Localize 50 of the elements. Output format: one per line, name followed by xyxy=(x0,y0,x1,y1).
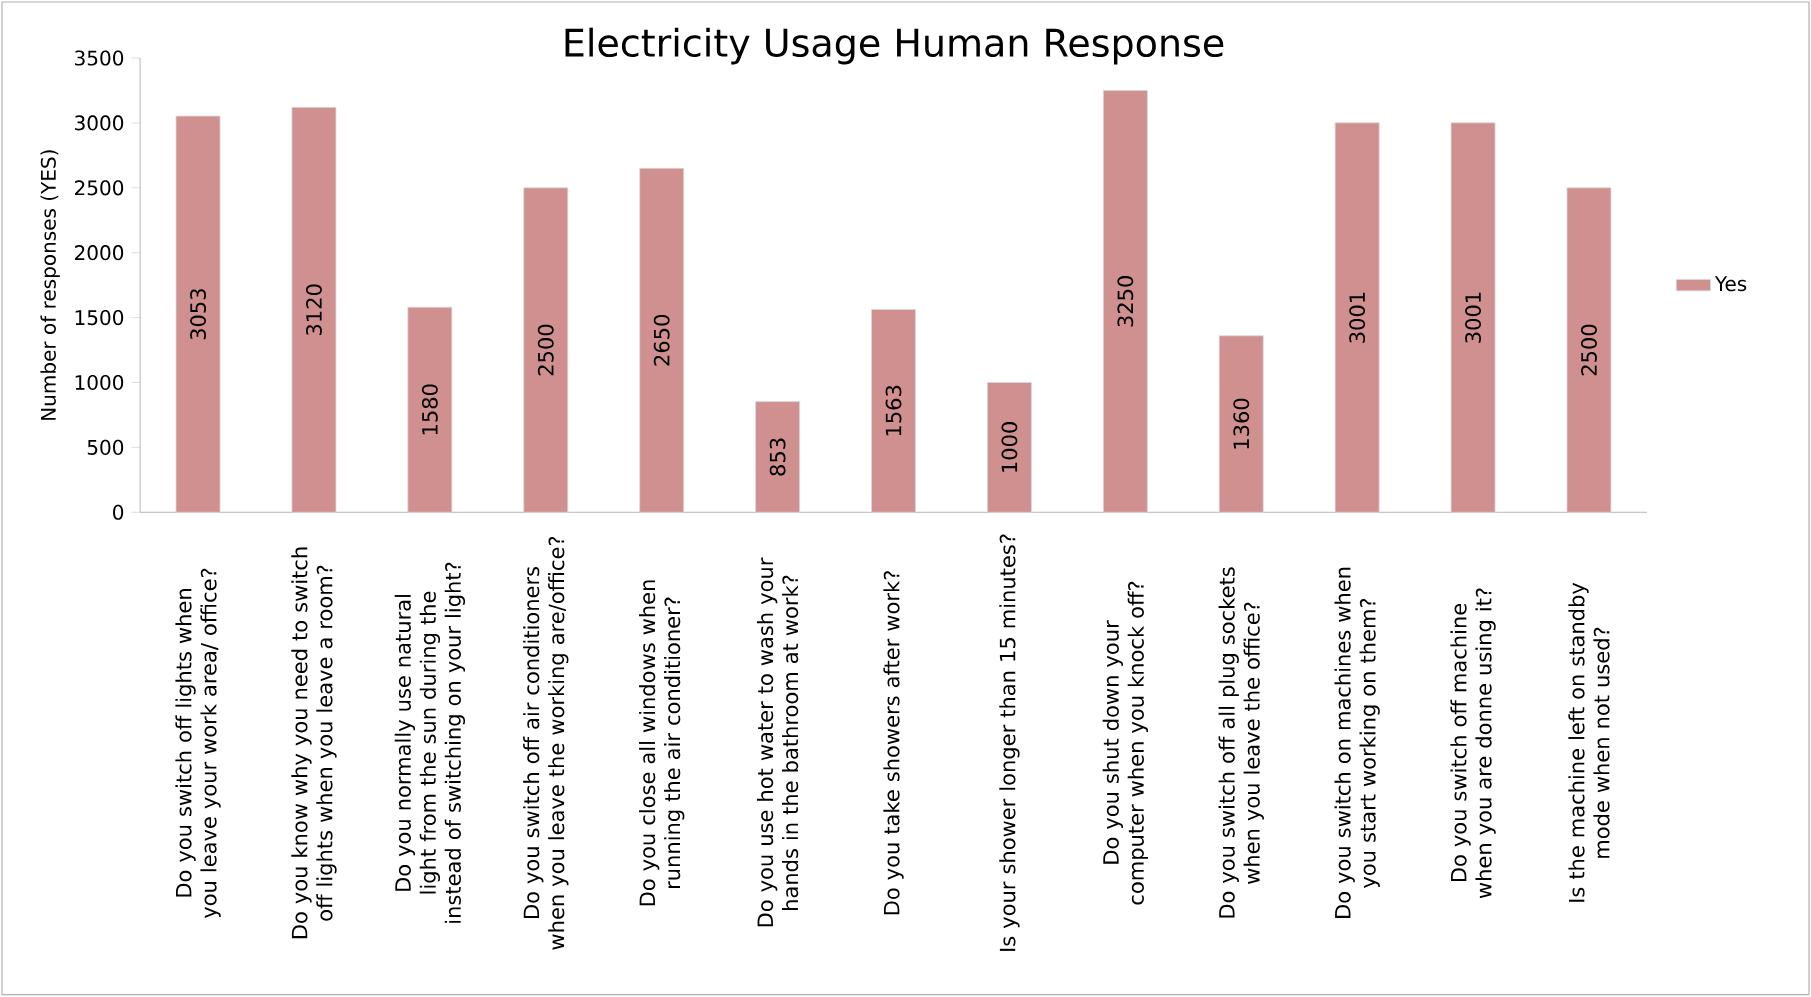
bar xyxy=(407,307,453,513)
bar xyxy=(523,187,569,513)
data-label: 2650 xyxy=(653,315,670,366)
x-tick-label: Do you take showers after work? xyxy=(883,571,904,915)
data-label: 1360 xyxy=(1233,398,1250,449)
bar xyxy=(639,168,685,513)
y-tick-label: 3500 xyxy=(75,50,124,66)
bar xyxy=(291,107,337,513)
x-tick-label: Do you switch off air conditioners when you leave the working are/office? xyxy=(523,537,569,950)
x-tick-label: Do you switch off lights when you leave your work area/ office? xyxy=(175,568,221,919)
x-tick-label: Do you switch off machine when you are donne using it? xyxy=(1450,588,1496,899)
data-label: 3001 xyxy=(1349,292,1366,343)
data-label: 3250 xyxy=(1117,276,1134,327)
x-tick-label: Do you normally use natural light from the sun during the instead of switching on your light? xyxy=(394,562,466,923)
x-tick-label: Do you shut down your computer when you knock off? xyxy=(1102,582,1148,905)
y-tick-label: 2000 xyxy=(75,245,124,261)
bar xyxy=(175,115,221,513)
data-label: 1580 xyxy=(421,384,438,435)
data-label: 3120 xyxy=(306,284,322,336)
bar xyxy=(1102,90,1148,513)
y-tick-label: 500 xyxy=(87,440,124,456)
x-tick-label: Do you close all windows when running the air conditioner? xyxy=(639,580,685,906)
data-label: 3053 xyxy=(190,289,206,340)
data-label: 1000 xyxy=(1001,422,1018,473)
x-tick-label: Is your shower longer than 15 minutes? xyxy=(999,534,1020,952)
bar xyxy=(987,382,1032,513)
data-label: 1563 xyxy=(885,386,902,436)
x-tick-label: Do you know why you need to switch off lights when you leave a room? xyxy=(291,547,337,939)
data-label: 3001 xyxy=(1465,292,1481,343)
bar xyxy=(1334,122,1380,513)
data-label: 2500 xyxy=(537,324,554,376)
bar xyxy=(1450,122,1496,513)
bar xyxy=(1566,187,1612,513)
x-tick-label: Do you use hot water to wash your hands in the bathroom at work? xyxy=(756,557,799,927)
x-tick-label: Do you switch on machines when you start working on them? xyxy=(1334,568,1380,919)
bar xyxy=(755,401,801,513)
y-tick-label: 2500 xyxy=(75,180,124,196)
data-label: 2500 xyxy=(1581,324,1597,376)
x-tick-label: Is the machine left on standby mode when not used? xyxy=(1568,583,1610,902)
chart-title: Electricity Usage Human Response xyxy=(565,27,1224,65)
x-tick-label: Do you switch off all plug sockets when you leave the office? xyxy=(1218,567,1264,918)
y-axis-title: Number of responses (YES) xyxy=(40,150,60,421)
data-label: 853 xyxy=(769,438,786,476)
legend-label: Yes xyxy=(1714,276,1747,292)
y-tick-label: 3000 xyxy=(75,115,124,131)
bar xyxy=(871,309,916,513)
y-tick-label: 1500 xyxy=(75,310,124,326)
y-tick-label: 0 xyxy=(113,504,124,521)
bar xyxy=(1218,335,1264,513)
y-tick-label: 1000 xyxy=(75,375,124,391)
